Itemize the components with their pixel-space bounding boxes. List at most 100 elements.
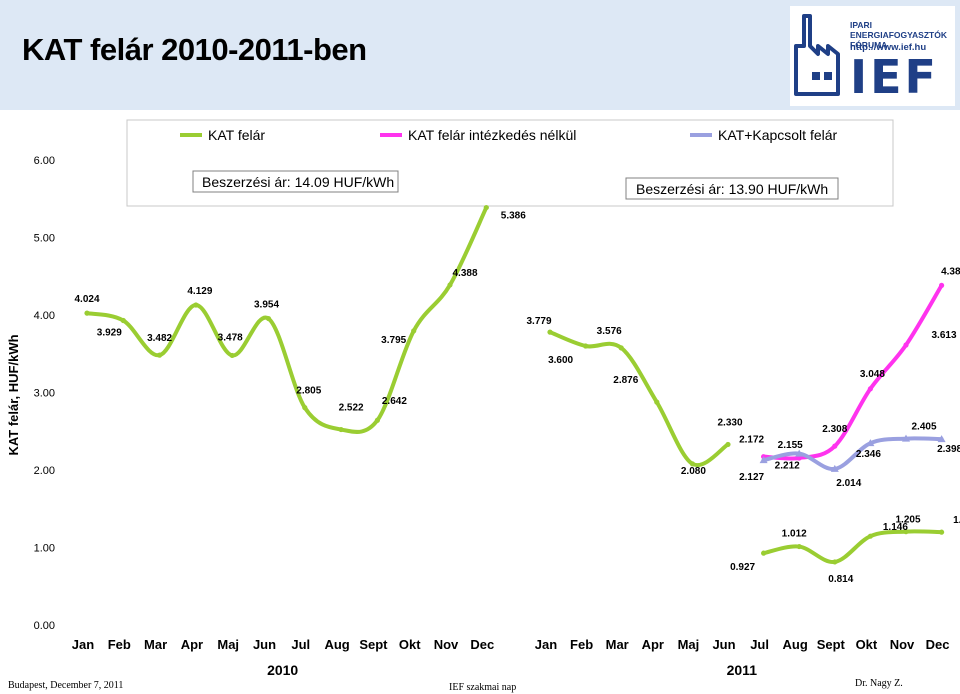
x-tick-label: Feb bbox=[570, 637, 593, 652]
data-point bbox=[832, 559, 838, 565]
data-label: 2.398 bbox=[937, 444, 960, 455]
data-point bbox=[547, 329, 553, 335]
year-label: 2010 bbox=[267, 662, 298, 678]
data-label: 4.024 bbox=[74, 294, 99, 305]
data-label: 0.814 bbox=[828, 574, 853, 585]
annotation-2010: Beszerzési ár: 14.09 HUF/kWh bbox=[202, 174, 394, 190]
data-label: 0.927 bbox=[730, 562, 755, 573]
annotation-box-2010 bbox=[192, 170, 399, 193]
data-point bbox=[939, 529, 945, 535]
data-label: 4.388 bbox=[452, 268, 477, 279]
x-tick-label: Maj bbox=[678, 637, 700, 652]
data-point bbox=[761, 550, 767, 556]
year-label: 2011 bbox=[727, 662, 758, 678]
data-label: 3.478 bbox=[218, 332, 243, 343]
data-point bbox=[866, 439, 875, 447]
x-tick-label: Okt bbox=[856, 637, 878, 652]
data-point bbox=[832, 443, 838, 449]
data-label: 3.929 bbox=[97, 328, 122, 339]
y-tick-label: 0.00 bbox=[34, 620, 55, 632]
x-tick-label: Jun bbox=[712, 637, 735, 652]
x-tick-label: Mar bbox=[144, 637, 167, 652]
data-point bbox=[759, 456, 768, 464]
y-tick-label: 4.00 bbox=[34, 310, 55, 322]
data-label: 2.522 bbox=[339, 403, 364, 414]
data-point bbox=[84, 310, 90, 316]
x-tick-label: Apr bbox=[642, 637, 664, 652]
data-point bbox=[618, 345, 624, 351]
data-label: 5.386 bbox=[501, 211, 526, 222]
page-title: KAT felár 2010-2011-ben bbox=[22, 32, 367, 67]
data-label: 3.795 bbox=[381, 335, 406, 346]
data-point bbox=[903, 529, 909, 535]
y-tick-label: 2.00 bbox=[34, 465, 55, 477]
x-tick-label: Jul bbox=[291, 637, 310, 652]
x-tick-label: Mar bbox=[606, 637, 629, 652]
data-label: 4.129 bbox=[187, 286, 212, 297]
y-tick-label: 1.00 bbox=[34, 543, 55, 555]
x-tick-label: Jan bbox=[72, 637, 94, 652]
data-label: 2.212 bbox=[775, 461, 800, 472]
data-point bbox=[302, 405, 308, 411]
x-tick-label: Nov bbox=[434, 637, 459, 652]
data-label: 2.805 bbox=[296, 386, 321, 397]
data-label: 2.308 bbox=[822, 424, 847, 435]
data-point bbox=[796, 543, 802, 550]
x-tick-label: Maj bbox=[217, 637, 239, 652]
data-point bbox=[374, 417, 380, 423]
data-point bbox=[654, 399, 660, 405]
logo-url: http://www.ief.hu bbox=[850, 42, 927, 53]
x-tick-label: Sept bbox=[359, 637, 388, 652]
x-tick-label: Jan bbox=[535, 637, 557, 652]
data-point bbox=[120, 317, 126, 324]
x-tick-label: Aug bbox=[783, 637, 808, 652]
data-point bbox=[795, 449, 804, 457]
logo-title: IPARI ENERGIAFOGYASZTÓK FÓRUMA bbox=[850, 20, 947, 50]
x-tick-label: Sept bbox=[817, 637, 846, 652]
data-label: 3.954 bbox=[254, 300, 279, 311]
data-point bbox=[229, 352, 235, 359]
x-tick-label: Nov bbox=[890, 637, 915, 652]
data-point bbox=[193, 302, 199, 308]
data-label: 2.405 bbox=[911, 422, 936, 433]
logo-word: IEF bbox=[850, 50, 939, 104]
data-point bbox=[447, 282, 453, 288]
x-tick-label: Jun bbox=[253, 637, 276, 652]
factory-icon bbox=[794, 14, 840, 96]
data-point bbox=[483, 204, 489, 211]
data-point bbox=[902, 434, 910, 442]
data-point bbox=[725, 441, 731, 448]
x-tick-label: Apr bbox=[181, 637, 203, 652]
data-label: 2.172 bbox=[739, 435, 764, 446]
data-point bbox=[157, 352, 163, 358]
data-label: 2.080 bbox=[681, 466, 706, 477]
series-line bbox=[761, 436, 944, 471]
data-label: 3.613 bbox=[931, 330, 956, 341]
data-label: 3.779 bbox=[526, 316, 551, 327]
x-tick-label: Okt bbox=[399, 637, 421, 652]
series-line bbox=[85, 205, 489, 434]
series-line bbox=[548, 330, 730, 468]
footer-center: IEF szakmai nap bbox=[449, 682, 517, 693]
series-line bbox=[761, 529, 944, 564]
data-label: 3.048 bbox=[860, 369, 885, 380]
data-point bbox=[411, 328, 417, 334]
data-point bbox=[796, 455, 802, 461]
data-point bbox=[689, 461, 696, 467]
legend-entry: KAT+Kapcsolt felár bbox=[718, 127, 838, 143]
data-point bbox=[830, 464, 839, 472]
data-point bbox=[265, 315, 272, 322]
data-label: 1.012 bbox=[782, 529, 807, 540]
legend-entry: KAT felár bbox=[208, 127, 265, 143]
data-label: 2.014 bbox=[836, 478, 861, 489]
data-label: 2.330 bbox=[717, 417, 742, 428]
annotation-box-2011 bbox=[625, 177, 839, 200]
legend-entry: KAT felár intézkedés nélkül bbox=[408, 127, 576, 143]
data-point bbox=[867, 386, 874, 392]
data-point bbox=[583, 343, 589, 349]
y-tick-label: 6.00 bbox=[34, 155, 55, 167]
y-tick-label: 3.00 bbox=[34, 388, 55, 400]
data-label: 1.205 bbox=[895, 515, 920, 526]
data-label: 1.198 bbox=[953, 515, 960, 526]
